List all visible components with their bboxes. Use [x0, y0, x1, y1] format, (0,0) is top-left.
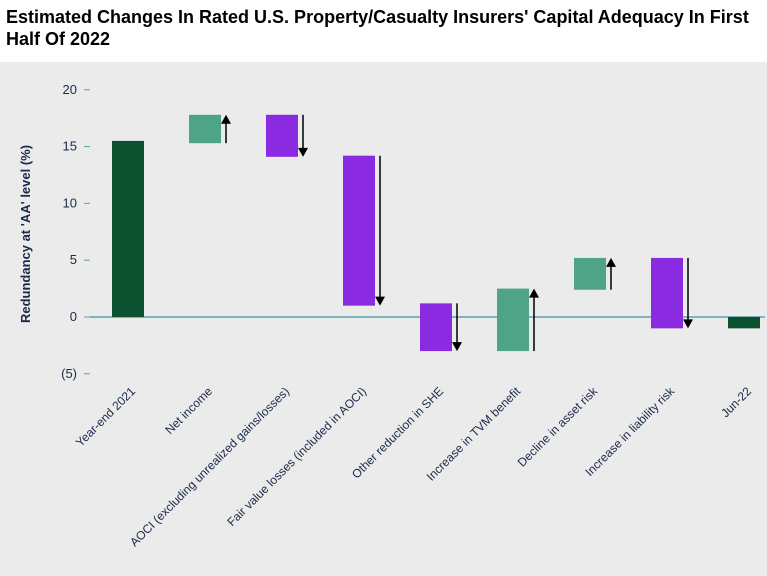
y-tick-label: 15 [63, 139, 77, 154]
bar-increase [574, 257, 606, 290]
y-tick-label: 10 [63, 195, 77, 210]
bar-decrease [651, 257, 683, 329]
bar-total [728, 317, 760, 329]
y-tick-label: 0 [70, 309, 77, 324]
y-tick-label: 5 [70, 252, 77, 267]
arrow-up-icon [221, 114, 231, 144]
x-category-label: Net income [162, 384, 215, 437]
direction-arrows [221, 114, 693, 352]
chart-panel: 20 15 10 5 0 (5) Year-end 2021 Net income AOCI … [0, 62, 767, 576]
bar-increase [189, 114, 221, 144]
chart-title: Estimated Changes In Rated U.S. Property… [6, 7, 749, 49]
bar-decrease [266, 114, 298, 157]
arrow-up-icon [529, 288, 539, 352]
bar-decrease [420, 303, 452, 352]
arrow-down-icon [298, 114, 308, 157]
x-category-label: Year-end 2021 [73, 384, 138, 449]
arrow-up-icon [606, 257, 616, 290]
y-axis-ticks: 20 15 10 5 0 (5) [61, 82, 90, 381]
x-category-label: AOCI (excluding unrealized gains/losses) [127, 384, 292, 549]
bar-decrease [343, 155, 375, 306]
bar-increase [497, 288, 529, 352]
x-category-label: Decline in asset risk [515, 384, 601, 470]
arrow-down-icon [683, 257, 693, 329]
bars [112, 114, 760, 352]
bar-total [112, 140, 144, 317]
y-tick-label: 20 [63, 82, 77, 97]
y-axis-label: Redundancy at 'AA' level (%) [18, 145, 33, 323]
x-category-label: Jun-22 [718, 384, 754, 420]
x-category-label: Fair value losses (included in AOCI) [224, 384, 369, 529]
waterfall-chart: 20 15 10 5 0 (5) Year-end 2021 Net incomeAOCI … [18, 82, 765, 550]
y-tick-label: (5) [61, 366, 77, 381]
arrow-down-icon [452, 303, 462, 352]
arrow-down-icon [375, 155, 385, 306]
x-category-label: Increase in liability risk [582, 384, 677, 479]
